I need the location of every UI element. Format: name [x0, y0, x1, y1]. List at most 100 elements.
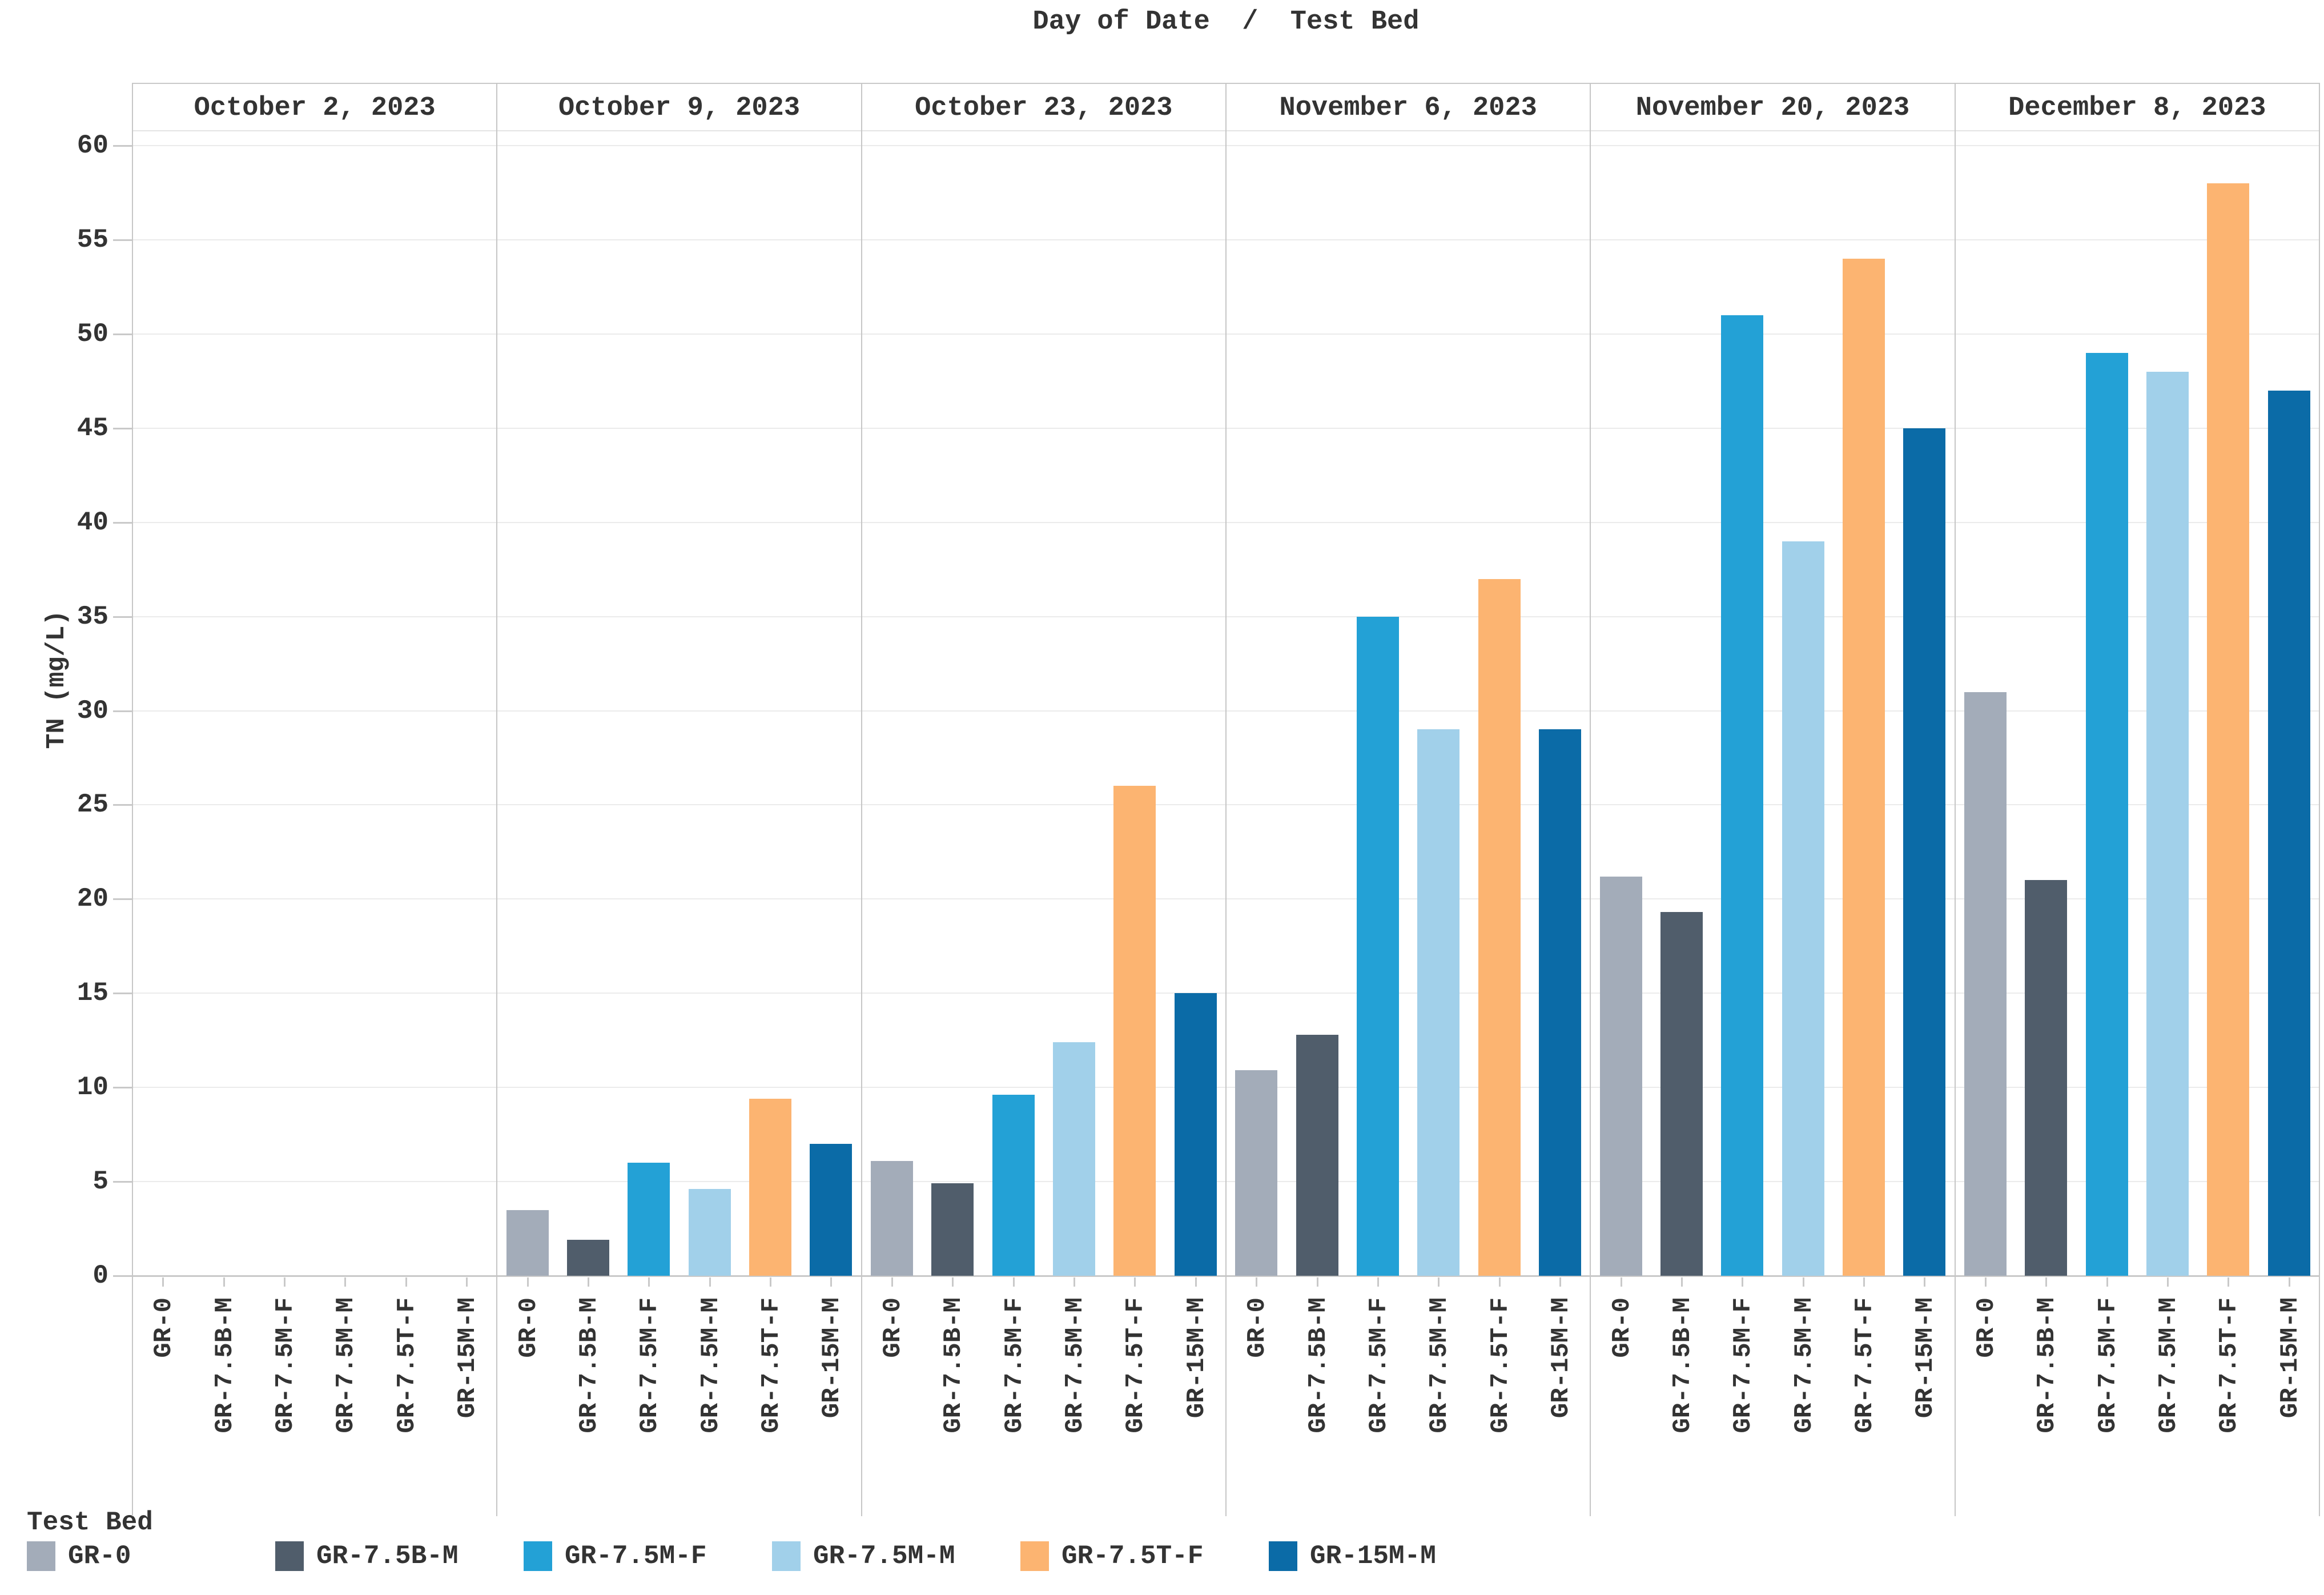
- legend-swatch: [27, 1541, 55, 1571]
- x-axis-tick: [1073, 1277, 1076, 1287]
- bar[interactable]: [1903, 428, 1946, 1276]
- x-tick-label: GR-15M-M: [2275, 1297, 2305, 1419]
- bar[interactable]: [2267, 390, 2310, 1276]
- y-axis-tick: [113, 710, 132, 712]
- x-tick-label: GR-7.5B-M: [939, 1297, 968, 1433]
- bar[interactable]: [1053, 1042, 1096, 1276]
- panel-separator: [2319, 83, 2320, 1516]
- bar[interactable]: [1478, 578, 1521, 1276]
- x-tick-label: GR-7.5M-M: [1425, 1297, 1454, 1433]
- x-axis-tick: [405, 1277, 407, 1287]
- y-axis-tick: [113, 1275, 132, 1277]
- x-tick-label: GR-15M-M: [1911, 1297, 1940, 1419]
- bar[interactable]: [810, 1144, 853, 1276]
- x-tick-label: GR-7.5M-M: [696, 1297, 725, 1433]
- x-axis-tick: [1377, 1277, 1379, 1287]
- panel-separator: [1954, 83, 1956, 1516]
- bar[interactable]: [1235, 1070, 1278, 1276]
- y-axis-tick: [113, 993, 132, 995]
- x-tick-label: GR-7.5M-F: [1000, 1297, 1029, 1433]
- x-tick-label: GR-7.5T-F: [392, 1297, 421, 1433]
- bar[interactable]: [1843, 258, 1885, 1276]
- x-tick-label: GR-0: [1972, 1297, 2001, 1358]
- y-axis-tick: [113, 1181, 132, 1183]
- bar[interactable]: [1721, 315, 1764, 1276]
- bar[interactable]: [749, 1098, 792, 1276]
- x-tick-label: GR-0: [514, 1297, 543, 1358]
- bar[interactable]: [1113, 786, 1156, 1276]
- x-tick-label: GR-15M-M: [818, 1297, 847, 1419]
- y-axis-tick: [113, 145, 132, 147]
- y-axis-tick: [113, 898, 132, 901]
- x-axis-tick: [709, 1277, 711, 1287]
- x-tick-label: GR-7.5M-F: [2093, 1297, 2122, 1433]
- bar[interactable]: [1599, 876, 1642, 1276]
- y-tick-label: 10: [77, 1072, 108, 1103]
- bar[interactable]: [1964, 692, 2007, 1276]
- y-tick-label: 60: [77, 131, 108, 160]
- y-tick-label: 45: [77, 413, 108, 443]
- bar[interactable]: [870, 1160, 913, 1276]
- x-axis-tick: [952, 1277, 954, 1287]
- date-header: November 20, 2023: [1635, 93, 1910, 123]
- y-axis-tick: [113, 427, 132, 429]
- x-tick-label: GR-7.5T-F: [1121, 1297, 1151, 1433]
- x-axis-tick: [1742, 1277, 1744, 1287]
- x-axis-tick: [1984, 1277, 1987, 1287]
- bar[interactable]: [931, 1183, 974, 1276]
- x-tick-label: GR-7.5M-M: [2154, 1297, 2184, 1433]
- bar[interactable]: [1660, 912, 1703, 1276]
- date-header: October 23, 2023: [915, 93, 1173, 123]
- chart-title: Day of Date / Test Bed: [1032, 7, 1420, 37]
- bar[interactable]: [566, 1240, 609, 1276]
- bar[interactable]: [688, 1189, 731, 1276]
- y-axis-tick: [113, 333, 132, 335]
- x-axis-tick: [1802, 1277, 1804, 1287]
- y-tick-label: 0: [93, 1261, 108, 1291]
- x-tick-label: GR-7.5M-F: [271, 1297, 300, 1433]
- bar[interactable]: [1539, 729, 1582, 1276]
- bar[interactable]: [1174, 993, 1217, 1276]
- x-axis-tick: [1498, 1277, 1501, 1287]
- x-tick-label: GR-7.5T-F: [2215, 1297, 2244, 1433]
- bar[interactable]: [2207, 183, 2250, 1276]
- y-axis-tick: [113, 804, 132, 806]
- date-header: December 8, 2023: [2008, 93, 2266, 123]
- x-axis-tick: [526, 1277, 529, 1287]
- bar[interactable]: [1782, 541, 1824, 1276]
- bar[interactable]: [628, 1163, 670, 1276]
- x-tick-label: GR-7.5M-M: [332, 1297, 361, 1433]
- x-axis-tick: [587, 1277, 589, 1287]
- y-tick-label: 20: [77, 884, 108, 914]
- x-axis-tick: [162, 1277, 164, 1287]
- legend-label: GR-7.5T-F: [1062, 1541, 1204, 1571]
- bar[interactable]: [1417, 729, 1460, 1276]
- bar[interactable]: [1356, 616, 1399, 1276]
- y-axis-tick: [113, 521, 132, 524]
- legend-label: GR-7.5B-M: [316, 1541, 459, 1571]
- y-axis-line: [132, 83, 133, 1516]
- x-tick-label: GR-15M-M: [1182, 1297, 1211, 1419]
- date-header: October 9, 2023: [558, 93, 801, 123]
- x-axis-tick: [1438, 1277, 1440, 1287]
- bar[interactable]: [2146, 371, 2189, 1276]
- x-axis-tick: [1924, 1277, 1926, 1287]
- x-axis-tick: [1316, 1277, 1318, 1287]
- panel-separator: [496, 83, 498, 1516]
- x-tick-label: GR-7.5T-F: [1851, 1297, 1880, 1433]
- x-tick-label: GR-7.5M-F: [1729, 1297, 1758, 1433]
- legend-title: Test Bed: [27, 1508, 153, 1537]
- x-axis-tick: [2106, 1277, 2108, 1287]
- bar[interactable]: [2025, 880, 2068, 1276]
- bar[interactable]: [1296, 1034, 1338, 1276]
- y-axis-tick: [113, 616, 132, 618]
- date-header: November 6, 2023: [1279, 93, 1537, 123]
- x-tick-label: GR-7.5B-M: [1304, 1297, 1333, 1433]
- legend-label: GR-15M-M: [1310, 1541, 1436, 1571]
- bar[interactable]: [506, 1210, 549, 1276]
- date-header: October 2, 2023: [194, 93, 436, 123]
- x-tick-label: GR-7.5B-M: [1668, 1297, 1697, 1433]
- x-tick-label: GR-7.5T-F: [757, 1297, 786, 1433]
- bar[interactable]: [2085, 352, 2128, 1276]
- bar[interactable]: [992, 1095, 1035, 1276]
